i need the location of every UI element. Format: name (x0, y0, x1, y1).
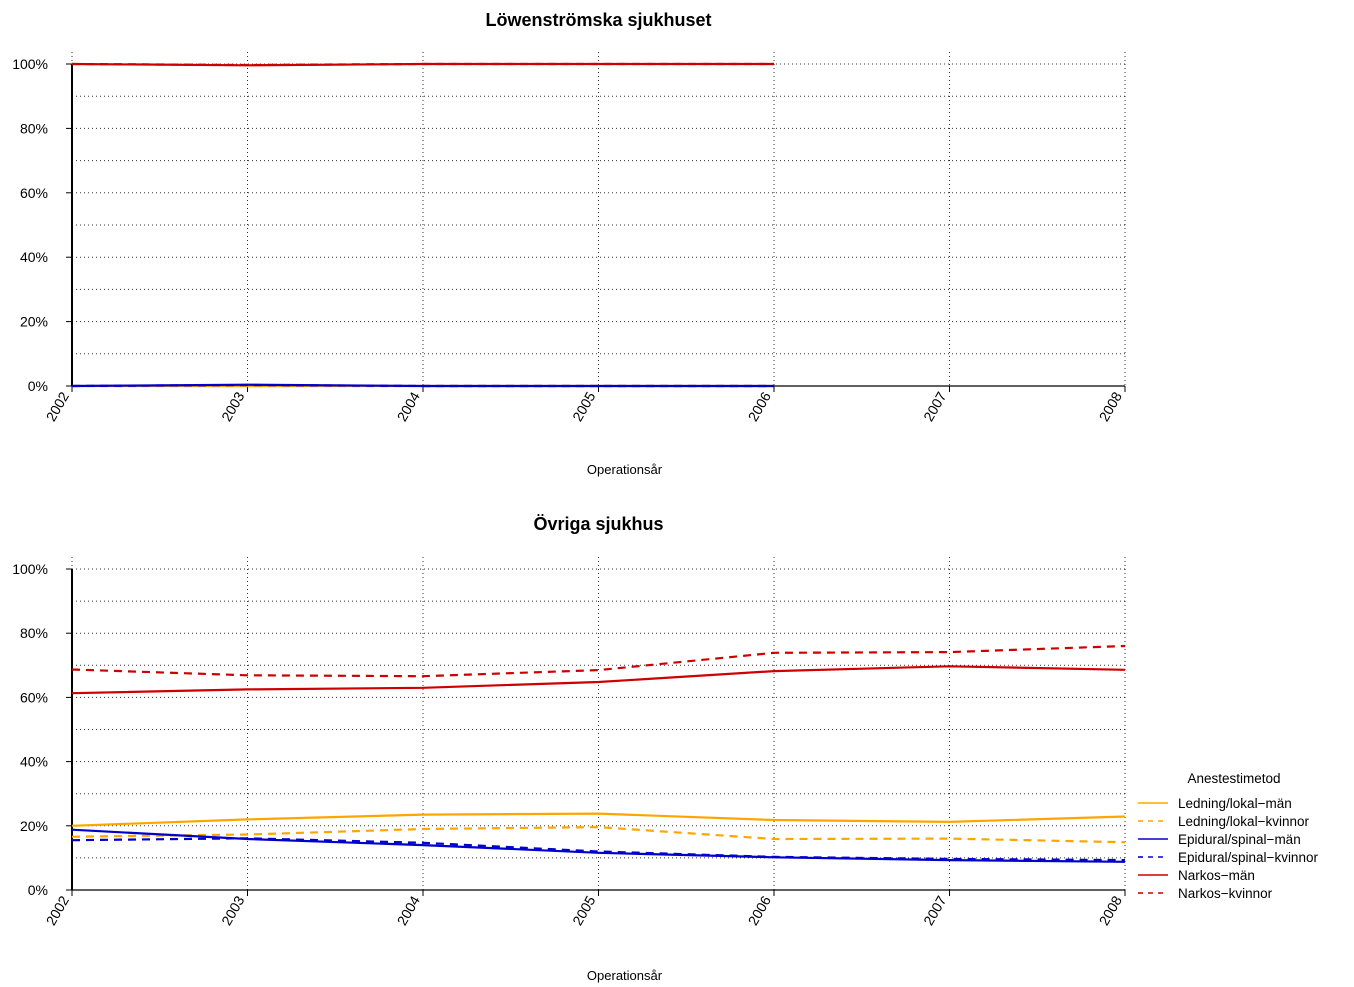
x-tick-label: 2005 (569, 893, 599, 928)
y-tick-label: 100% (12, 56, 48, 72)
series-line-5 (71, 665, 1126, 695)
x-tick-label: 2003 (218, 893, 248, 928)
series-line-6 (71, 62, 774, 67)
legend-label-6: Narkos−kvinnor (1178, 886, 1273, 901)
y-tick-label: 40% (20, 249, 48, 265)
y-tick-label: 60% (20, 689, 48, 705)
y-tick-label: 40% (20, 754, 48, 770)
chart-panel-2: Övriga sjukhus 0% 20% 40% 60% 80% 100% 2002 2003… (12, 514, 1126, 983)
x-axis-label: Operationsår (587, 462, 663, 477)
y-tick-label: 20% (20, 314, 48, 330)
x-tick-label: 2002 (43, 893, 73, 928)
series-line-2 (71, 825, 1126, 844)
x-tick-label: 2008 (1096, 389, 1126, 424)
legend-label-4: Epidural/spinal−kvinnor (1178, 850, 1318, 865)
y-tick-label: 80% (20, 625, 48, 641)
legend-label-2: Ledning/lokal−kvinnor (1178, 814, 1309, 829)
x-tick-label: 2006 (745, 389, 775, 424)
x-tick-label: 2007 (920, 893, 950, 928)
x-tick-label: 2004 (394, 893, 424, 928)
legend: Anestestimetod Ledning/lokal−män Ledning/l… (1138, 771, 1318, 901)
x-tick-label: 2005 (569, 389, 599, 424)
legend-label-3: Epidural/spinal−män (1178, 832, 1301, 847)
y-tick-label: 20% (20, 818, 48, 834)
legend-label-5: Narkos−män (1178, 868, 1255, 883)
legend-title: Anestestimetod (1187, 771, 1280, 786)
y-tick-label: 0% (28, 882, 48, 898)
series-line-1 (71, 812, 1126, 827)
series-line-4 (71, 383, 774, 388)
x-tick-label: 2003 (218, 389, 248, 424)
chart-title: Löwenströmska sjukhuset (485, 10, 711, 30)
series-line-4 (71, 837, 1126, 862)
series-line-6 (71, 644, 1126, 678)
x-tick-label: 2007 (920, 389, 950, 424)
x-axis-label: Operationsår (587, 968, 663, 983)
y-tick-label: 100% (12, 561, 48, 577)
y-tick-label: 80% (20, 120, 48, 136)
x-tick-label: 2002 (43, 389, 73, 424)
legend-label-1: Ledning/lokal−män (1178, 796, 1292, 811)
x-tick-label: 2006 (745, 893, 775, 928)
x-tick-label: 2004 (394, 389, 424, 424)
y-tick-label: 0% (28, 378, 48, 394)
chart-title: Övriga sjukhus (533, 514, 663, 534)
x-tick-label: 2008 (1096, 893, 1126, 928)
y-tick-label: 60% (20, 185, 48, 201)
chart-panel-1: Löwenströmska sjukhuset 0% 20% 40% 60% 80% 100… (12, 10, 1126, 477)
